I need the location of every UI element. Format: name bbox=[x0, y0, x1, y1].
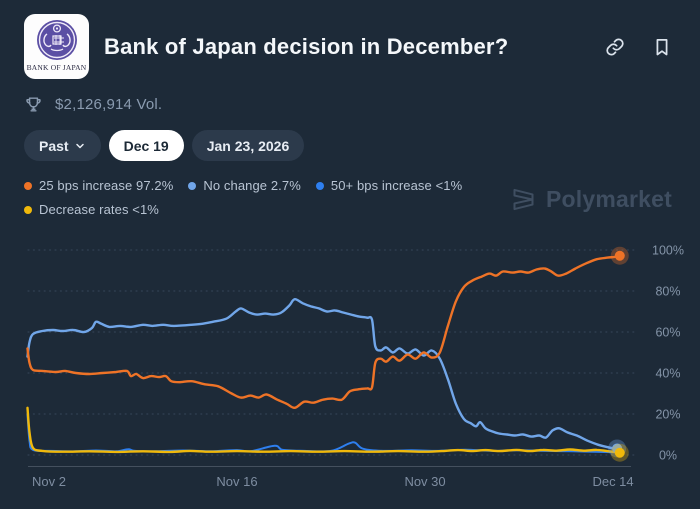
series-end-marker bbox=[614, 250, 625, 261]
x-axis-label: Nov 2 bbox=[32, 474, 66, 489]
legend-dot-orange bbox=[24, 181, 32, 190]
bank-of-japan-seal-icon bbox=[36, 20, 77, 60]
legend-dot-blue bbox=[315, 181, 324, 190]
date-tabs: Past Dec 19 Jan 23, 2026 bbox=[0, 114, 700, 161]
trophy-icon bbox=[26, 97, 41, 112]
chart-legend: 25 bps increase 97.2% No change 2.7% 50+… bbox=[0, 161, 500, 217]
legend-dot-lightblue bbox=[188, 181, 197, 190]
market-logo: BANK OF JAPAN bbox=[24, 14, 89, 79]
bookmark-icon[interactable] bbox=[652, 37, 672, 57]
series-line-50-bps-increase bbox=[26, 413, 621, 454]
polymarket-watermark: Polymarket bbox=[510, 186, 672, 213]
series-end-marker bbox=[614, 447, 625, 458]
legend-item-decrease[interactable]: Decrease rates <1% bbox=[24, 202, 159, 217]
x-axis-label: Nov 30 bbox=[404, 474, 445, 489]
polymarket-logo-icon bbox=[513, 188, 534, 211]
y-axis-label: 0% bbox=[659, 449, 677, 463]
page-title: Bank of Japan decision in December? bbox=[104, 33, 509, 59]
volume-value: $2,126,914 Vol. bbox=[55, 96, 163, 113]
legend-dot-yellow bbox=[24, 205, 32, 214]
legend-label: Decrease rates <1% bbox=[39, 202, 159, 217]
y-axis-label: 80% bbox=[655, 285, 680, 299]
tab-dec-19[interactable]: Dec 19 bbox=[108, 130, 184, 161]
y-axis-label: 40% bbox=[655, 367, 680, 381]
y-axis-label: 60% bbox=[655, 326, 680, 340]
legend-item-50bps[interactable]: 50+ bps increase <1% bbox=[315, 178, 463, 193]
x-axis-label: Dec 14 bbox=[592, 474, 633, 489]
tab-past-label: Past bbox=[39, 137, 69, 154]
legend-label: 25 bps increase 97.2% bbox=[39, 178, 174, 193]
legend-item-25bps[interactable]: 25 bps increase 97.2% bbox=[24, 178, 173, 193]
tab-jan-23-2026-label: Jan 23, 2026 bbox=[206, 137, 290, 154]
tab-jan-23-2026[interactable]: Jan 23, 2026 bbox=[191, 130, 305, 161]
volume-row: $2,126,914 Vol. bbox=[0, 79, 700, 114]
series-line-25-bps-increase bbox=[26, 254, 621, 410]
legend-label: 50+ bps increase <1% bbox=[330, 178, 463, 193]
y-axis-label: 100% bbox=[652, 244, 684, 258]
series-line-no-change bbox=[26, 298, 621, 451]
market-header: BANK OF JAPAN Bank of Japan decision in … bbox=[0, 0, 700, 79]
legend-label: No change 2.7% bbox=[203, 178, 301, 193]
y-axis-label: 20% bbox=[655, 408, 680, 422]
series-line-decrease-rates bbox=[26, 406, 621, 454]
logo-caption: BANK OF JAPAN bbox=[26, 63, 87, 72]
copy-link-icon[interactable] bbox=[605, 37, 625, 57]
price-chart[interactable]: 0% 20% 40% 60% 80% 100% Nov 2 Nov 16 Nov 30 Dec 1… bbox=[0, 240, 700, 509]
tab-past[interactable]: Past bbox=[24, 130, 101, 161]
watermark-label: Polymarket bbox=[545, 186, 672, 212]
legend-item-no-change[interactable]: No change 2.7% bbox=[188, 178, 301, 193]
chevron-down-icon bbox=[75, 143, 84, 148]
x-axis-label: Nov 16 bbox=[216, 474, 257, 489]
tab-dec-19-label: Dec 19 bbox=[123, 137, 169, 154]
